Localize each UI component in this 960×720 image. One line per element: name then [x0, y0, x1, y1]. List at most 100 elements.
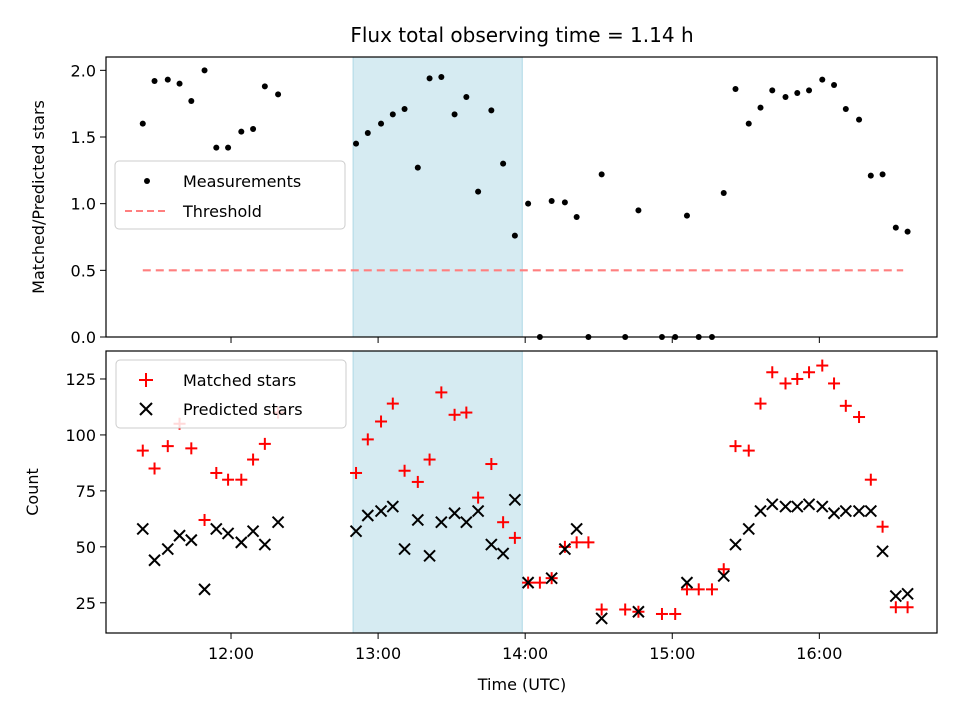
measurement-point	[378, 120, 385, 127]
measurement-points	[139, 67, 911, 340]
matched-point	[161, 440, 174, 453]
bottom-axes-frame	[105, 350, 938, 634]
predicted-point	[545, 571, 558, 585]
measurement-point	[842, 106, 849, 112]
matched-point	[717, 563, 730, 576]
predicted-point	[827, 507, 841, 520]
matched-point	[460, 406, 473, 419]
matched-point	[766, 366, 779, 379]
matched-point	[386, 397, 399, 410]
matched-point	[508, 531, 521, 544]
matched-point	[853, 411, 866, 424]
matched-point	[864, 473, 877, 486]
measurement-point	[139, 120, 146, 127]
matched-point	[148, 462, 161, 475]
matched-point	[375, 415, 388, 428]
predicted-point-b	[471, 504, 485, 518]
predicted-point	[148, 554, 161, 567]
matched-point	[185, 442, 198, 455]
predicted-point	[901, 587, 914, 601]
predicted-point-b	[136, 522, 149, 536]
top-y-tick-label: 1.0	[71, 195, 96, 214]
predicted-point	[839, 504, 853, 518]
bottom-legend-box	[115, 359, 347, 429]
legend-measurements-label: Measurements	[183, 172, 301, 191]
matched-point	[742, 444, 755, 457]
measurement-point	[511, 232, 518, 239]
predicted-point-b	[185, 533, 198, 547]
legend-threshold-label: Threshold	[182, 202, 262, 221]
measurement-point	[401, 106, 408, 112]
legend-matched-label: Matched stars	[183, 371, 296, 390]
matched-point	[485, 458, 498, 471]
predicted-point-b	[901, 587, 914, 601]
predicted-point	[864, 504, 878, 518]
matched-points	[136, 359, 914, 620]
x-axis-label: Time (UTC)	[477, 675, 566, 694]
predicted-point-b	[545, 571, 558, 585]
measurement-point	[819, 76, 826, 83]
matched-point	[222, 473, 235, 486]
matched-point	[595, 603, 608, 616]
measurement-point	[720, 190, 727, 196]
predicted-point	[816, 500, 829, 513]
bottom-y-tick-label: 100	[65, 426, 96, 445]
measurement-point	[213, 144, 220, 151]
predicted-points	[136, 493, 914, 625]
predicted-point	[852, 504, 866, 518]
measurement-point	[426, 75, 433, 82]
predicted-point-b	[423, 549, 436, 562]
predicted-point-b	[595, 612, 608, 625]
predicted-point-b	[210, 522, 223, 536]
predicted-point	[889, 589, 903, 603]
predicted-point-b	[802, 498, 816, 511]
bottom-legend: Matched stars Predicted stars	[115, 359, 347, 429]
predicted-point	[485, 538, 498, 551]
measurement-point	[500, 160, 507, 167]
matched-point	[839, 399, 852, 412]
matched-point	[533, 576, 546, 589]
measurement-point	[683, 212, 690, 219]
measurement-point	[488, 107, 495, 114]
measurement-point	[769, 87, 776, 94]
predicted-point	[791, 500, 804, 513]
predicted-point	[632, 605, 645, 618]
bottom-highlight-span	[352, 350, 523, 634]
measurement-point	[364, 130, 371, 136]
measurement-point	[176, 80, 183, 87]
bottom-y-tick-label: 25	[76, 594, 96, 613]
top-axes-frame	[105, 56, 938, 338]
predicted-point	[423, 549, 436, 562]
matched-point	[705, 583, 718, 596]
predicted-point	[779, 500, 792, 513]
legend-matched-marker	[139, 373, 153, 387]
matched-point	[692, 583, 705, 596]
bottom-y-tick-label: 75	[76, 482, 96, 501]
predicted-point-b	[852, 504, 866, 518]
matched-point	[754, 397, 767, 410]
matched-point	[558, 540, 571, 553]
bottom-y-tick-label: 50	[76, 538, 96, 557]
measurement-point	[732, 86, 739, 92]
predicted-point-b	[508, 493, 522, 507]
measurement-point	[225, 144, 232, 151]
predicted-point-b	[374, 504, 388, 518]
x-tick-label: 14:00	[502, 644, 548, 663]
measurement-point	[151, 78, 158, 84]
predicted-point	[729, 538, 742, 551]
legend-measurements-marker	[144, 178, 150, 184]
chart-title: Flux total observing time = 1.14 h	[350, 23, 693, 47]
predicted-point	[136, 522, 149, 536]
predicted-point	[742, 522, 755, 536]
predicted-point-b	[258, 538, 272, 551]
bottom-y-axis-label: Count	[23, 468, 42, 516]
predicted-point	[717, 569, 730, 583]
predicted-point	[398, 542, 411, 556]
x-tick-label: 12:00	[208, 644, 254, 663]
predicted-point	[471, 504, 485, 518]
predicted-point-b	[876, 545, 889, 558]
predicted-point-b	[460, 516, 473, 529]
measurement-point	[353, 140, 360, 147]
top-panel: 0.00.51.01.52.0 Matched/Predicted stars …	[29, 56, 938, 347]
